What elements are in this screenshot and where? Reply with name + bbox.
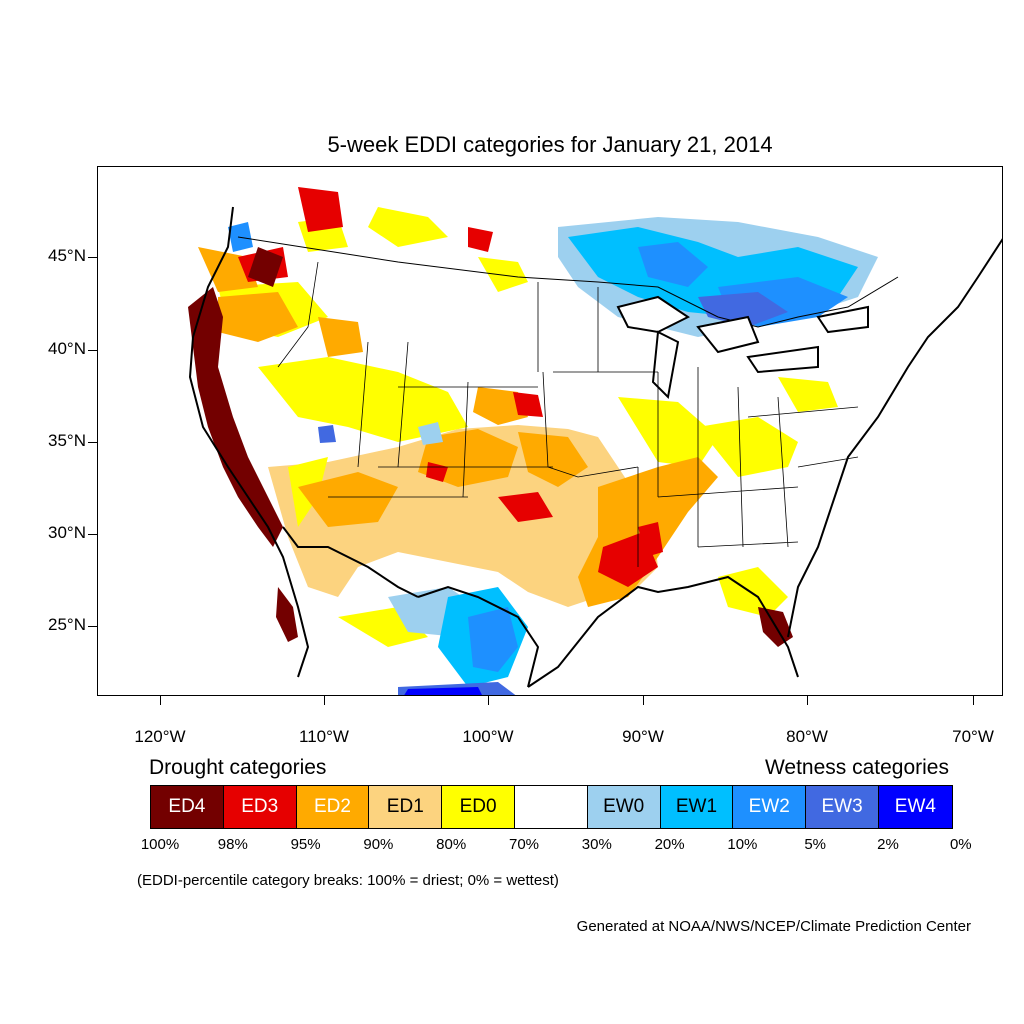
- coastline: [188, 206, 1002, 688]
- lat-label: 40°N: [48, 339, 86, 358]
- legend-break-label: 98%: [217, 836, 248, 853]
- state-borders: [277, 261, 859, 567]
- legend-colorbar: ED4 ED3 ED2 ED1 ED0 EW0 EW1 EW2 EW3 EW4: [150, 785, 953, 829]
- lon-label: 70°W: [952, 727, 994, 746]
- lat-label: 30°N: [48, 523, 86, 542]
- lat-label: 35°N: [48, 431, 86, 450]
- great-lakes: [616, 295, 869, 400]
- lon-label: 110°W: [299, 727, 349, 746]
- lon-tick: [807, 696, 808, 705]
- legend-swatch-ew1: EW1: [660, 786, 734, 828]
- legend-note: (EDDI-percentile category breaks: 100% =…: [137, 872, 559, 889]
- legend-swatch-ed3: ED3: [223, 786, 297, 828]
- lon-label: 120°W: [134, 727, 186, 746]
- legend-swatch-ed4: ED4: [151, 786, 224, 828]
- legend-swatch-neutral: [514, 786, 588, 828]
- legend-break-label: 10%: [727, 836, 758, 853]
- us-canada-border: [237, 236, 899, 328]
- credit-text: Generated at NOAA/NWS/NCEP/Climate Predi…: [576, 918, 971, 935]
- lon-label: 100°W: [462, 727, 514, 746]
- legend-break-label: 5%: [804, 836, 827, 853]
- lat-label: 45°N: [48, 246, 86, 265]
- lat-tick: [88, 534, 97, 535]
- lon-tick: [160, 696, 161, 705]
- legend-swatch-ew0: EW0: [587, 786, 661, 828]
- legend-break-label: 100%: [140, 836, 180, 853]
- lon-label: 80°W: [786, 727, 828, 746]
- legend-swatch-ew3: EW3: [806, 786, 879, 828]
- legend-swatch-ed1: ED1: [369, 786, 443, 828]
- lat-tick: [88, 350, 97, 351]
- lon-label: 90°W: [622, 727, 664, 746]
- legend-break-label: 20%: [654, 836, 685, 853]
- legend-break-label: 2%: [877, 836, 899, 853]
- legend-swatch-ed2: ED2: [296, 786, 370, 828]
- region-ed2: [198, 247, 718, 607]
- eddi-map: [188, 187, 1002, 695]
- region-ew4: [404, 687, 482, 695]
- legend-break-label: 30%: [581, 836, 612, 853]
- lon-tick: [488, 696, 489, 705]
- lat-label: 25°N: [48, 615, 86, 634]
- lon-tick: [324, 696, 325, 705]
- legend-break-label: 0%: [949, 836, 972, 853]
- legend-swatch-ed0: ED0: [442, 786, 515, 828]
- legend-break-label: 90%: [363, 836, 394, 853]
- lat-tick: [88, 257, 97, 258]
- drought-heading: Drought categories: [149, 756, 327, 779]
- lat-tick: [88, 442, 97, 443]
- legend-break-label: 70%: [508, 836, 540, 853]
- region-ed0: [218, 207, 838, 647]
- wetness-heading: Wetness categories: [764, 756, 949, 779]
- region-ed3: [238, 187, 663, 587]
- legend-swatch-ew4: EW4: [878, 786, 952, 828]
- legend-swatch-ew2: EW2: [733, 786, 807, 828]
- map-title: 5-week EDDI categories for January 21, 2…: [327, 132, 773, 157]
- legend-break-label: 80%: [436, 836, 467, 853]
- lat-tick: [88, 626, 97, 627]
- lon-tick: [643, 696, 644, 705]
- map-panel: [97, 166, 1003, 696]
- lon-tick: [973, 696, 974, 705]
- legend-break-label: 95%: [290, 836, 321, 853]
